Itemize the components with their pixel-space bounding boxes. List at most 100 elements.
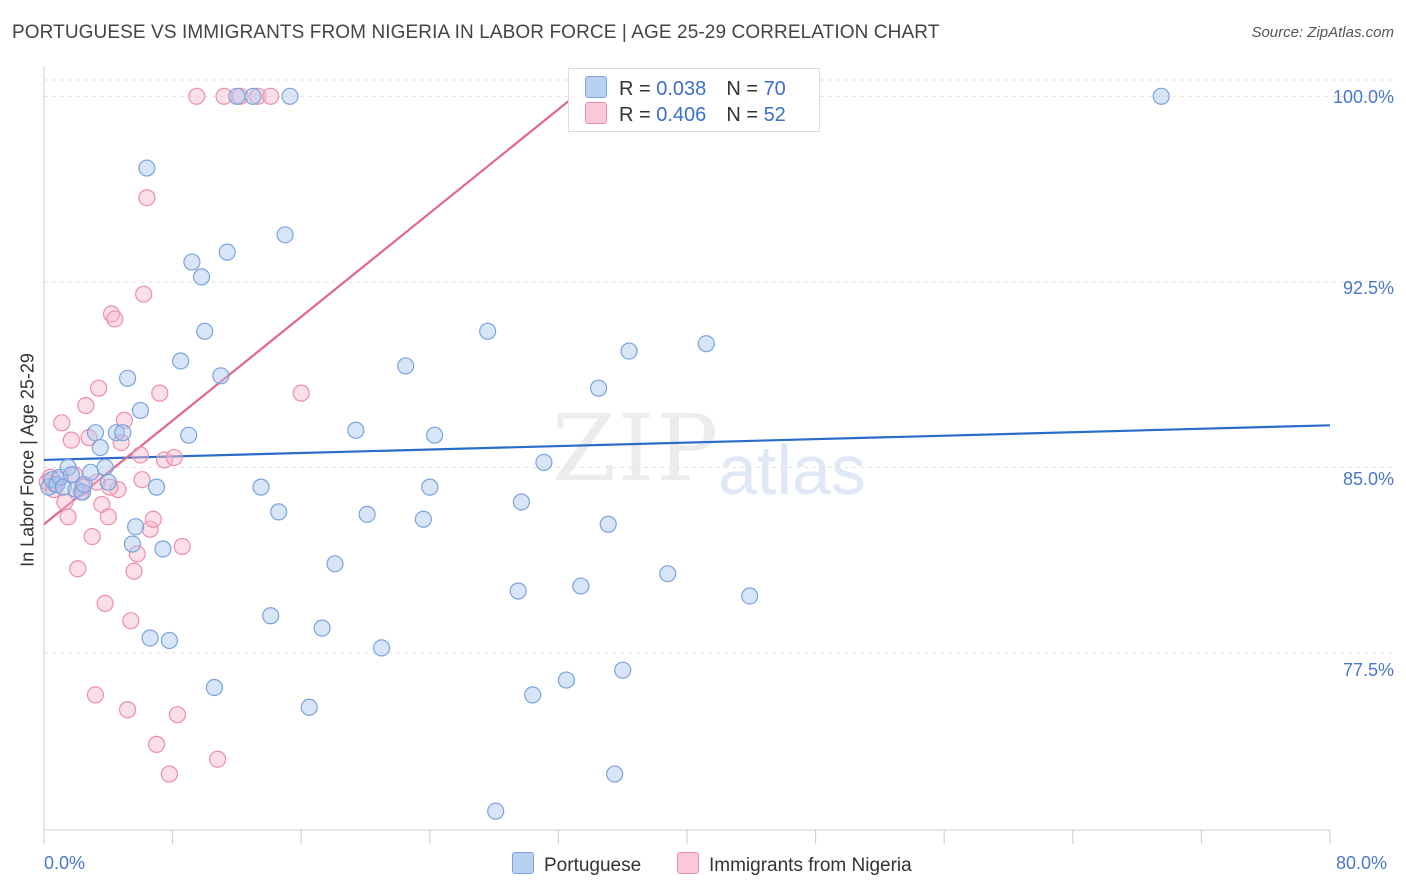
point-nigeria <box>138 189 156 207</box>
point-nigeria <box>131 446 150 464</box>
point-portuguese <box>572 577 590 595</box>
point-portuguese <box>397 357 415 375</box>
point-portuguese <box>300 698 318 716</box>
axes <box>43 66 1331 844</box>
point-portuguese <box>127 518 145 536</box>
point-nigeria <box>125 562 143 580</box>
legend-label: Immigrants from Nigeria <box>709 855 912 876</box>
stats-row-nigeria: R = 0.406 N = 52 <box>585 102 786 126</box>
point-portuguese <box>138 159 156 177</box>
point-portuguese <box>205 678 223 697</box>
point-portuguese <box>599 515 617 533</box>
source-credit: Source: ZipAtlas.com <box>1251 24 1394 41</box>
point-portuguese <box>218 243 236 261</box>
point-portuguese <box>697 335 715 353</box>
point-nigeria <box>96 594 114 612</box>
point-portuguese <box>276 226 294 244</box>
point-portuguese <box>372 639 391 657</box>
point-nigeria <box>128 545 146 563</box>
point-portuguese <box>244 87 262 105</box>
point-portuguese <box>509 582 527 600</box>
point-portuguese <box>281 87 299 105</box>
r-label: R = <box>619 78 657 100</box>
point-portuguese <box>421 478 439 496</box>
point-portuguese <box>212 367 230 385</box>
x-tick-label-min: 0.0% <box>44 853 86 873</box>
point-nigeria <box>86 686 105 704</box>
stats-legend: R = 0.038 N = 70 R = 0.406 N = 52 <box>568 68 820 132</box>
point-nigeria <box>188 87 206 105</box>
point-portuguese <box>606 765 624 783</box>
n-value: 70 <box>763 78 786 100</box>
r-value: 0.038 <box>656 78 707 100</box>
legend-swatch-blue <box>585 76 607 98</box>
y-tick-label: 77.5% <box>1342 660 1394 680</box>
point-nigeria <box>262 87 280 105</box>
point-nigeria <box>173 537 191 556</box>
point-portuguese <box>141 629 159 647</box>
y-tick-label: 100.0% <box>1332 87 1394 107</box>
point-portuguese <box>262 607 280 625</box>
legend-item-nigeria[interactable]: Immigrants from Nigeria <box>677 852 912 877</box>
point-portuguese <box>172 352 190 370</box>
r-label: R = <box>619 104 657 126</box>
point-portuguese <box>107 424 125 442</box>
y-tick-label: 92.5% <box>1342 278 1394 298</box>
point-portuguese <box>252 478 270 496</box>
legend-item-portuguese[interactable]: Portuguese <box>512 852 641 877</box>
points-nigeria <box>38 87 310 783</box>
point-nigeria <box>56 493 74 511</box>
point-portuguese <box>741 587 759 605</box>
legend-swatch-pink <box>677 852 699 874</box>
point-portuguese <box>270 503 288 521</box>
point-portuguese <box>659 565 677 583</box>
point-portuguese <box>183 253 201 271</box>
point-portuguese <box>358 505 376 523</box>
point-portuguese <box>54 478 72 496</box>
point-nigeria <box>160 765 178 783</box>
watermark-zip: ZIP <box>552 395 721 502</box>
point-nigeria <box>115 411 133 429</box>
point-nigeria <box>147 735 166 753</box>
n-value: 52 <box>763 104 786 126</box>
point-portuguese <box>228 87 246 105</box>
point-nigeria <box>135 285 153 303</box>
trendline-nigeria <box>43 95 576 526</box>
series-legend: Portuguese Immigrants from Nigeria <box>0 852 1406 878</box>
point-portuguese <box>196 322 214 340</box>
point-portuguese <box>192 268 211 286</box>
watermark-atlas: atlas <box>718 431 866 509</box>
point-portuguese <box>620 342 638 360</box>
point-nigeria <box>118 701 137 719</box>
point-nigeria <box>106 310 124 328</box>
point-portuguese <box>154 540 172 558</box>
point-portuguese <box>180 426 198 444</box>
point-portuguese <box>160 631 178 650</box>
point-nigeria <box>62 431 80 449</box>
r-value: 0.406 <box>656 104 707 126</box>
n-label: N = <box>726 78 764 100</box>
point-portuguese <box>512 493 531 511</box>
point-nigeria <box>122 612 140 630</box>
legend-swatch-pink <box>585 102 607 124</box>
point-nigeria <box>168 706 187 724</box>
point-portuguese <box>614 661 632 679</box>
point-portuguese <box>557 671 576 689</box>
trendline-nigeria-line <box>43 95 576 526</box>
point-nigeria <box>209 750 227 768</box>
point-portuguese <box>99 473 117 491</box>
y-axis-title: In Labor Force | Age 25-29 <box>17 353 38 567</box>
x-tick-label-max: 80.0% <box>1336 853 1388 873</box>
point-portuguese <box>347 421 365 439</box>
point-nigeria <box>133 471 151 489</box>
point-portuguese <box>326 555 344 573</box>
point-portuguese <box>535 453 553 471</box>
points-portuguese <box>40 87 1170 820</box>
point-portuguese <box>147 478 166 496</box>
point-portuguese <box>91 438 109 457</box>
point-portuguese <box>118 369 137 387</box>
point-nigeria <box>165 448 183 467</box>
point-nigeria <box>141 520 159 538</box>
trendline-portuguese <box>43 424 1331 462</box>
